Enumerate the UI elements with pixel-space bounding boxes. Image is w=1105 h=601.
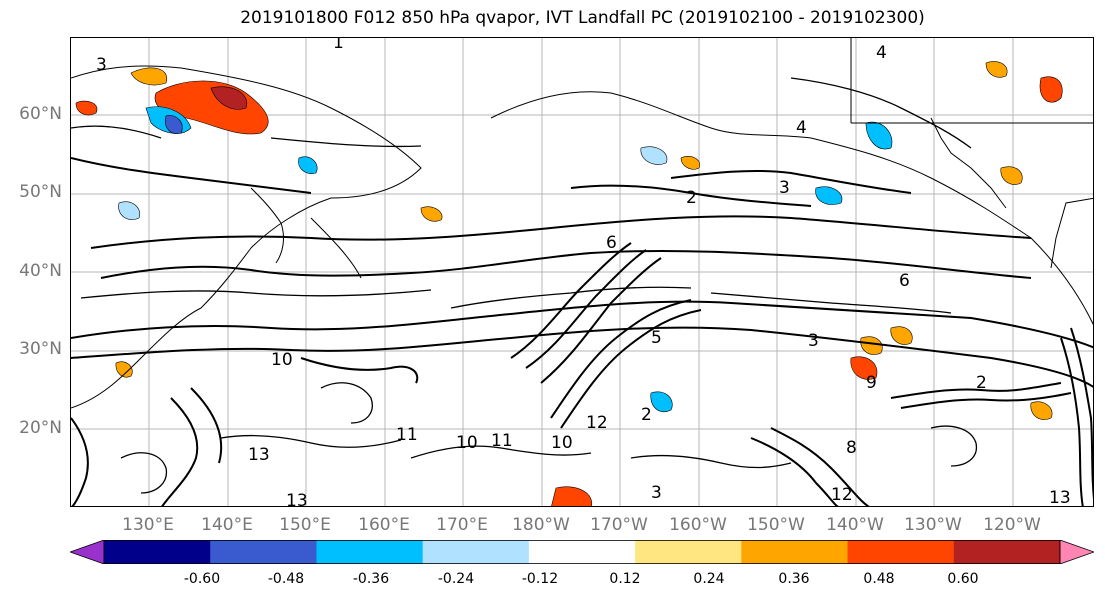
lat-label-40n: 40°N [19, 261, 62, 281]
lon-label-150w: 150°W [747, 515, 805, 535]
colorbar-svg [68, 539, 1096, 565]
contour-label: 10 [551, 433, 573, 453]
map-panel: 3 1 2 4 4 3 2 3 2 6 10 10 11 12 13 13 13… [70, 37, 1094, 507]
contour-label: 11 [396, 425, 418, 445]
contour-lines-thin [71, 77, 978, 494]
contour-label: 12 [586, 413, 608, 433]
colorbar-segment [104, 540, 211, 564]
colorbar [68, 539, 1096, 565]
colorbar-tick: -0.60 [183, 571, 221, 587]
colorbar-tick: 0.24 [693, 571, 725, 587]
contour-label: 4 [876, 43, 887, 63]
contour-label: 10 [456, 433, 478, 453]
contour-lines [71, 157, 1093, 506]
contour-label: 3 [96, 55, 107, 75]
contour-labels: 3 1 2 4 4 3 2 3 2 6 10 10 11 12 13 13 13… [96, 38, 1071, 507]
lon-label-140w: 140°W [826, 515, 884, 535]
colorbar-outline [103, 540, 1061, 565]
lon-label-170w: 170°W [590, 515, 648, 535]
contour-label: 3 [808, 331, 819, 351]
colorbar-tick: 0.60 [947, 571, 979, 587]
map-title: 2019101800 F012 850 hPa qvapor, IVT Land… [240, 8, 925, 28]
lon-label-120w: 120°W [983, 515, 1041, 535]
lat-label-30n: 30°N [19, 339, 62, 359]
lat-label-50n: 50°N [19, 182, 62, 202]
lon-label-180w: 180°W [512, 515, 570, 535]
colorbar-segment [1059, 539, 1096, 565]
contour-label: 2 [686, 188, 697, 208]
lon-label-140e: 140°E [201, 515, 253, 535]
contour-label: 1 [333, 38, 344, 53]
lon-label-160w: 160°W [669, 515, 727, 535]
contour-label: 9 [866, 373, 877, 393]
contour-label: 8 [846, 438, 857, 458]
contour-label: 13 [286, 491, 308, 507]
colorbar-segment [953, 540, 1061, 564]
colorbar-tick: 0.12 [609, 571, 641, 587]
lon-label-150e: 150°E [279, 515, 331, 535]
contour-label: 10 [271, 350, 293, 370]
colorbar-segment [528, 540, 636, 564]
lon-label-130w: 130°W [904, 515, 962, 535]
colorbar-tick: -0.48 [267, 571, 305, 587]
contour-label: 4 [796, 118, 807, 138]
lon-label-130e: 130°E [122, 515, 174, 535]
lat-label-20n: 20°N [19, 418, 62, 438]
filled-anomalies [75, 61, 1063, 506]
lon-label-160e: 160°E [358, 515, 410, 535]
colorbar-segment [847, 540, 955, 564]
contour-label: 6 [899, 271, 910, 291]
colorbar-tick: -0.36 [352, 571, 390, 587]
colorbar-segment [316, 540, 424, 564]
lon-label-170e: 170°E [436, 515, 488, 535]
contour-label: 6 [606, 233, 617, 253]
colorbar-segment [741, 540, 849, 564]
colorbar-segment [210, 540, 317, 564]
contour-label: 3 [779, 178, 790, 198]
colorbar-segment [68, 539, 105, 565]
colorbar-tick: -0.24 [437, 571, 475, 587]
lat-label-60n: 60°N [19, 104, 62, 124]
contour-label: 13 [1049, 488, 1071, 507]
contour-label: 2 [641, 405, 652, 425]
contour-label: 2 [976, 373, 987, 393]
contour-label: 5 [651, 328, 662, 348]
contour-label: 12 [831, 485, 853, 505]
contour-label: 13 [248, 445, 270, 465]
colorbar-segment [422, 540, 530, 564]
colorbar-segment [635, 540, 742, 564]
map-svg: 3 1 2 4 4 3 2 3 2 6 10 10 11 12 13 13 13… [71, 38, 1093, 507]
contour-label: 3 [651, 483, 662, 503]
colorbar-tick: -0.12 [521, 571, 559, 587]
contour-label: 11 [491, 431, 513, 451]
colorbar-tick: 0.36 [778, 571, 810, 587]
colorbar-tick: 0.48 [863, 571, 895, 587]
